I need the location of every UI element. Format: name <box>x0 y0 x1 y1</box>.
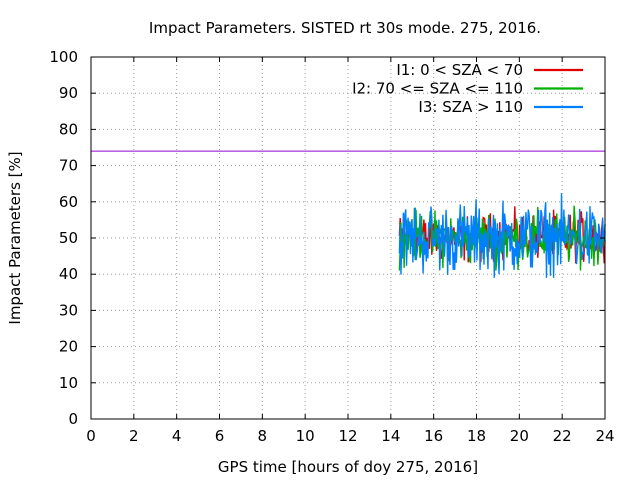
y-axis-label: Impact Parameters [%] <box>6 151 24 324</box>
y-tick-label: 50 <box>59 229 78 247</box>
x-tick-label: 20 <box>510 427 529 445</box>
x-tick-label: 0 <box>86 427 96 445</box>
x-tick-label: 14 <box>381 427 400 445</box>
x-axis-label: GPS time [hours of doy 275, 2016] <box>218 458 478 476</box>
y-tick-label: 80 <box>59 120 78 138</box>
axis-ticks: 0 2 4 6 8 10 12 14 16 18 20 22 240102030405060708090… <box>49 48 614 445</box>
legend-label-3: I3: SZA > 110 <box>418 98 523 116</box>
x-tick-label: 22 <box>553 427 572 445</box>
series-line-3 <box>398 193 606 278</box>
series-layer <box>398 193 606 278</box>
grid <box>91 57 605 419</box>
y-tick-label: 90 <box>59 84 78 102</box>
x-tick-label: 12 <box>338 427 357 445</box>
y-tick-label: 100 <box>49 48 78 66</box>
x-tick-label: 4 <box>172 427 182 445</box>
x-tick-label: 16 <box>424 427 443 445</box>
x-tick-label: 24 <box>595 427 614 445</box>
y-tick-label: 60 <box>59 193 78 211</box>
x-tick-label: 2 <box>129 427 139 445</box>
chart-title: Impact Parameters. SISTED rt 30s mode. 2… <box>149 19 541 37</box>
y-tick-label: 10 <box>59 374 78 392</box>
y-tick-label: 40 <box>59 265 78 283</box>
y-tick-label: 70 <box>59 157 78 175</box>
legend-label-2: I2: 70 <= SZA <= 110 <box>352 80 523 98</box>
y-tick-label: 20 <box>59 338 78 356</box>
x-tick-label: 8 <box>258 427 268 445</box>
legend-label-1: I1: 0 < SZA < 70 <box>396 61 523 79</box>
y-tick-label: 0 <box>68 410 78 428</box>
y-tick-label: 30 <box>59 301 78 319</box>
x-tick-label: 18 <box>467 427 486 445</box>
x-tick-label: 6 <box>215 427 225 445</box>
x-tick-label: 10 <box>296 427 315 445</box>
